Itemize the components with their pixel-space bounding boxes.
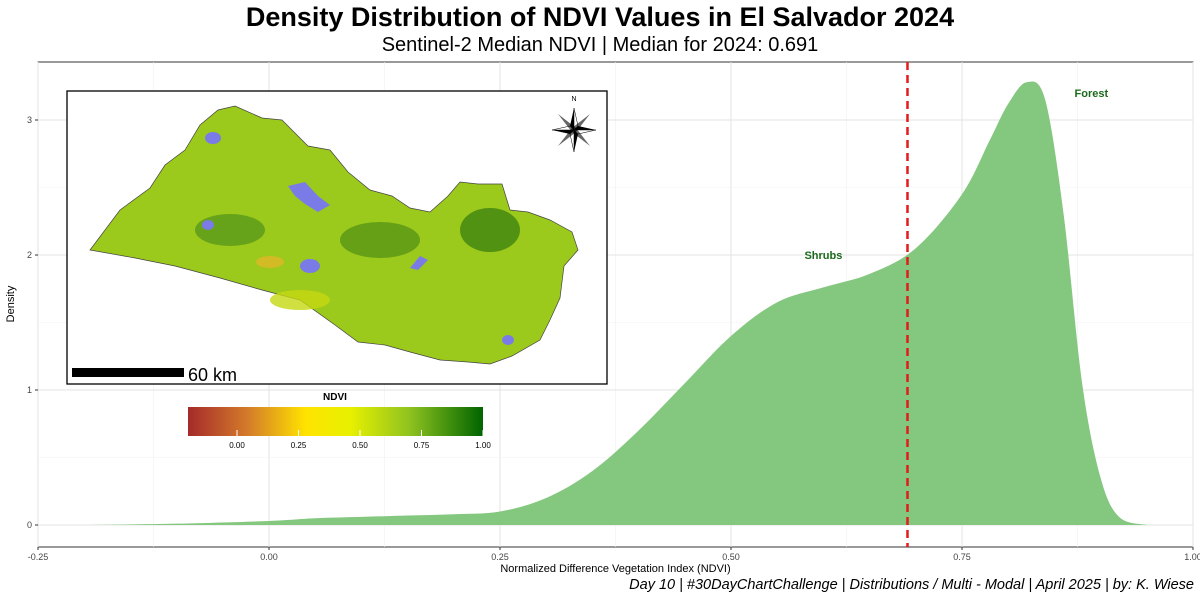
scale-bar	[72, 368, 184, 377]
dense-forest-patch	[460, 208, 520, 252]
chart-title: Density Distribution of NDVI Values in E…	[245, 2, 955, 32]
x-tick-label: 0.00	[260, 552, 278, 562]
colorbar-gradient	[188, 407, 483, 436]
y-axis-ticks: 0 1 2 3	[27, 115, 38, 530]
north-arrow-icon	[551, 107, 597, 153]
chart-caption: Day 10 | #30DayChartChallenge | Distribu…	[629, 577, 1194, 593]
lake-suchitlan	[288, 182, 330, 212]
sparse-vegetation-patch	[270, 290, 330, 310]
x-tick-label: 0.75	[953, 552, 971, 562]
colorbar-tick-label: 0.75	[414, 441, 430, 450]
density-area-layer	[84, 81, 1147, 526]
ndvi-colorbar: NDVI 0.00 0.25 0.50 0.75 1.00	[188, 392, 491, 450]
annotation-layer: Forest Shrubs	[804, 88, 1108, 262]
north-label: N	[571, 96, 576, 103]
colorbar-tick-label: 0.25	[291, 441, 307, 450]
colorbar-title: NDVI	[323, 392, 347, 403]
colorbar-tick-label: 1.00	[475, 441, 491, 450]
lake-ilopango	[300, 259, 320, 273]
x-axis-title: Normalized Difference Vegetation Index (…	[500, 563, 730, 575]
el-salvador-map-shape	[89, 105, 579, 365]
dense-forest-patch	[195, 214, 265, 246]
y-tick-label: 2	[27, 250, 32, 260]
lake-olomega	[502, 335, 514, 345]
y-tick-label: 1	[27, 385, 32, 395]
density-area	[84, 81, 1147, 526]
annotation-forest: Forest	[1075, 88, 1109, 100]
dense-forest-patch	[340, 222, 420, 258]
lake-guija	[205, 132, 221, 144]
chart-subtitle: Sentinel-2 Median NDVI | Median for 2024…	[381, 34, 819, 56]
inset-map: 60 km N	[66, 90, 608, 385]
reservoir	[410, 256, 428, 270]
x-tick-label: 0.50	[722, 552, 740, 562]
colorbar-tick-label: 0.00	[229, 441, 245, 450]
x-tick-label: 0.25	[491, 552, 509, 562]
colorbar-tick-label: 0.50	[352, 441, 368, 450]
x-axis-ticks: -0.25 0.00 0.25 0.50 0.75 1.00	[28, 547, 1200, 562]
annotation-shrubs: Shrubs	[804, 250, 842, 262]
x-tick-label: 1.00	[1184, 552, 1200, 562]
lake-coatepeque	[202, 220, 214, 230]
y-tick-label: 0	[27, 520, 32, 530]
x-tick-label: -0.25	[28, 552, 49, 562]
y-axis-title: Density	[5, 285, 17, 322]
y-tick-label: 3	[27, 115, 32, 125]
scale-bar-label: 60 km	[188, 365, 237, 385]
urban-patch	[256, 256, 284, 268]
